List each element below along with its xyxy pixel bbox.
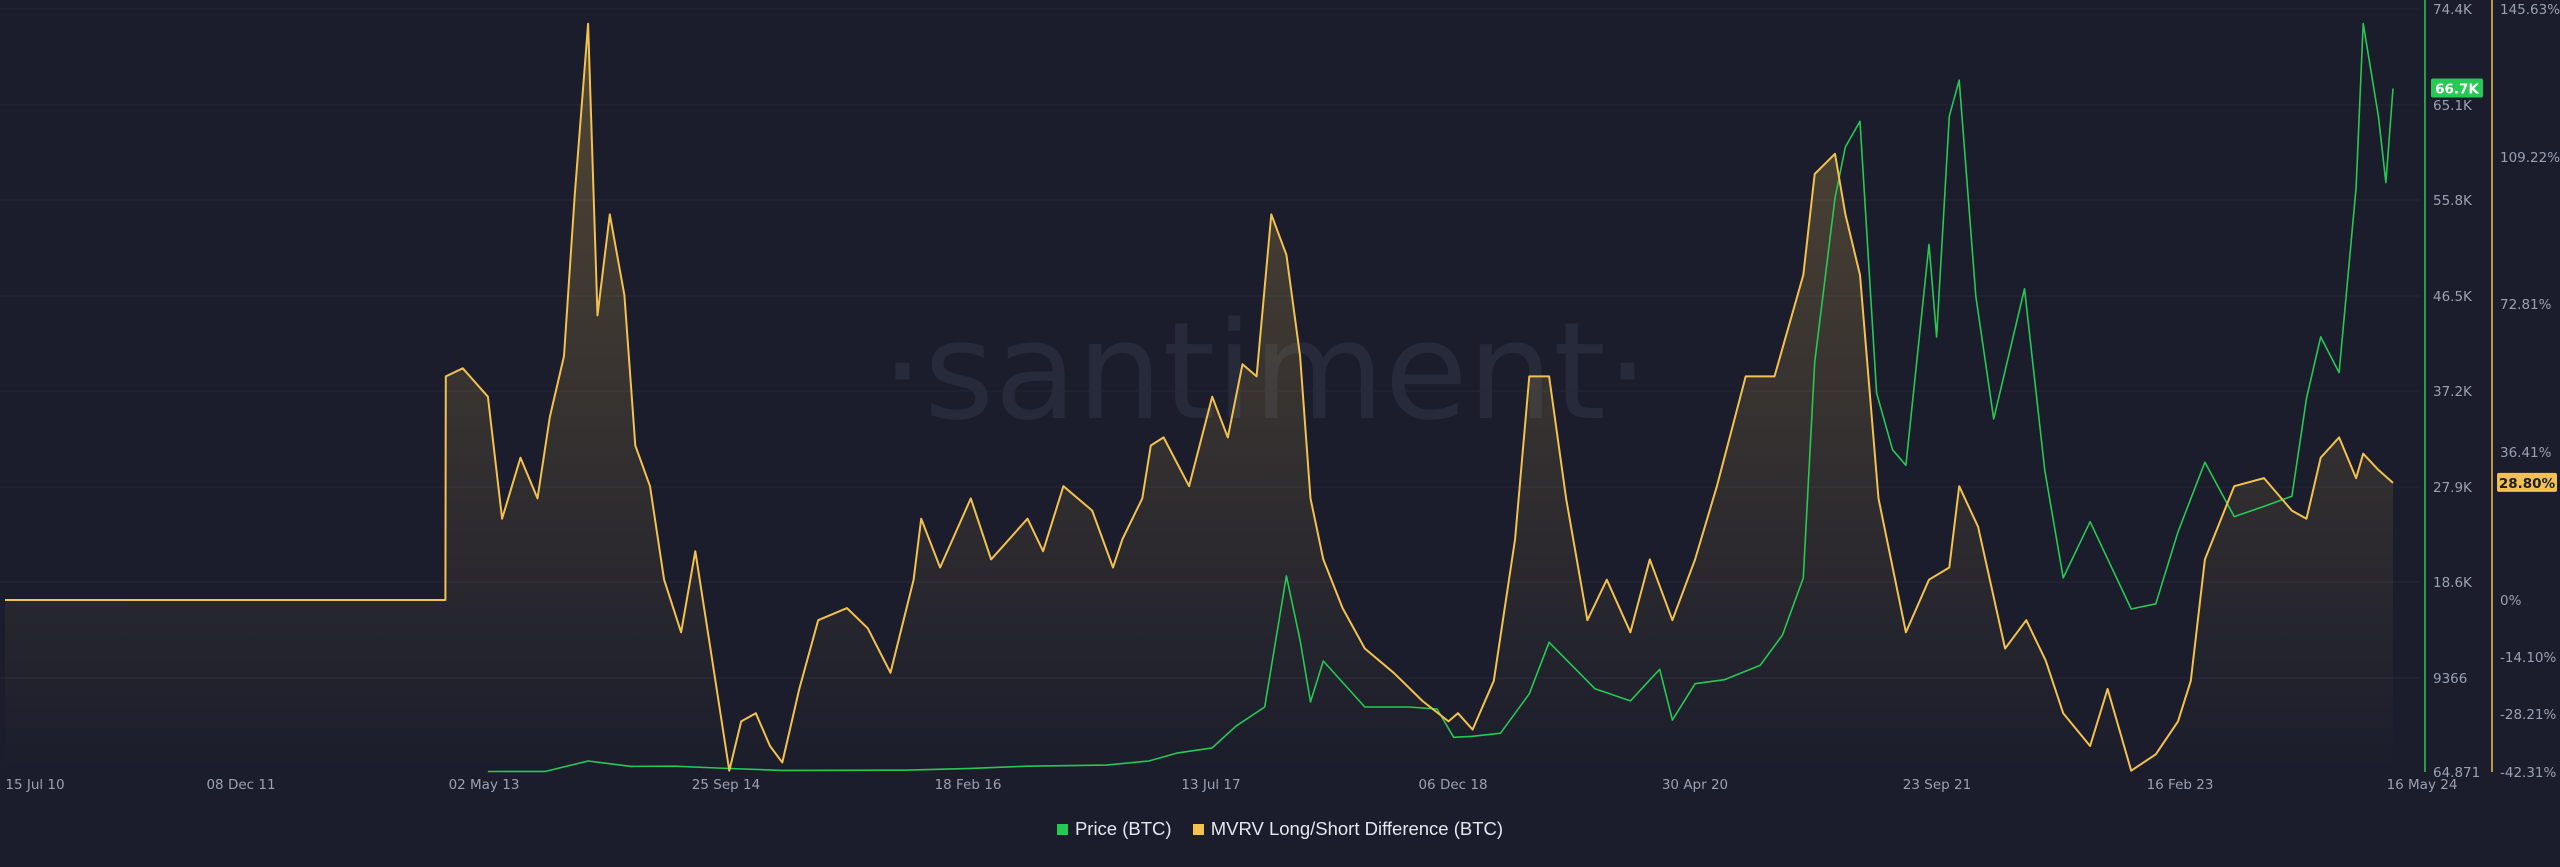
price-tick-label: 65.1K: [2433, 98, 2473, 114]
legend: Price (BTC) MVRV Long/Short Difference (…: [0, 818, 2560, 840]
mvrv-tick-label: 0%: [2500, 593, 2522, 609]
price-tick-label: 55.8K: [2433, 193, 2473, 209]
legend-item-mvrv[interactable]: MVRV Long/Short Difference (BTC): [1192, 818, 1504, 840]
x-tick-label: 23 Sep 21: [1903, 777, 1971, 793]
svg-text:28.80%: 28.80%: [2499, 476, 2556, 492]
x-tick-label: 30 Apr 20: [1662, 777, 1728, 793]
x-tick-label: 02 May 13: [449, 777, 520, 793]
price-tick-label: 46.5K: [2433, 289, 2473, 305]
x-tick-label: 13 Jul 17: [1181, 777, 1240, 793]
price-tick-label: 74.4K: [2433, 2, 2473, 18]
price-tick-label: 64.871: [2433, 765, 2480, 781]
mvrv-tick-label: 72.81%: [2500, 297, 2552, 313]
price-tick-label: 27.9K: [2433, 480, 2473, 496]
legend-swatch-mvrv: [1192, 824, 1204, 835]
x-tick-label: 16 May 24: [2387, 777, 2458, 793]
mvrv-tick-label: -14.10%: [2500, 650, 2557, 666]
svg-text:66.7K: 66.7K: [2435, 81, 2479, 97]
mvrv-tick-label: -42.31%: [2500, 765, 2557, 781]
mvrv-y-axis: 145.63% 109.22% 72.81% 36.41% 0% -14.10% -28.2…: [2500, 2, 2560, 781]
mvrv-tick-label: -28.21%: [2500, 707, 2557, 723]
mvrv-tick-label: 109.22%: [2500, 150, 2560, 166]
price-series-line: [487, 22, 2394, 773]
price-badge: 66.7K: [2431, 78, 2483, 98]
x-tick-label: 18 Feb 16: [935, 777, 1002, 793]
x-axis: 15 Jul 10 08 Dec 11 02 May 13 25 Sep 14 18 F…: [5, 777, 2457, 793]
price-tick-label: 18.6K: [2433, 575, 2473, 591]
x-tick-label: 08 Dec 11: [206, 777, 275, 793]
legend-item-price[interactable]: Price (BTC): [1056, 818, 1172, 840]
price-tick-label: 37.2K: [2433, 384, 2473, 400]
mvrv-area: [5, 23, 2393, 773]
mvrv-tick-label: 36.41%: [2500, 445, 2552, 461]
x-tick-label: 06 Dec 18: [1418, 777, 1487, 793]
price-y-axis: 74.4K 65.1K 55.8K 46.5K 37.2K 27.9K 18.6K 9366 6…: [2433, 2, 2480, 781]
legend-label-price: Price (BTC): [1074, 818, 1172, 839]
mvrv-tick-label: 145.63%: [2500, 2, 2560, 18]
mvrv-series-line: [5, 22, 2394, 772]
mvrv-badge: 28.80%: [2497, 472, 2557, 492]
legend-swatch-price: [1056, 824, 1068, 835]
legend-label-mvrv: MVRV Long/Short Difference (BTC): [1210, 818, 1504, 839]
price-tick-label: 9366: [2433, 671, 2467, 687]
x-tick-label: 15 Jul 10: [5, 777, 64, 793]
x-tick-label: 16 Feb 23: [2147, 777, 2214, 793]
x-tick-label: 25 Sep 14: [692, 777, 760, 793]
